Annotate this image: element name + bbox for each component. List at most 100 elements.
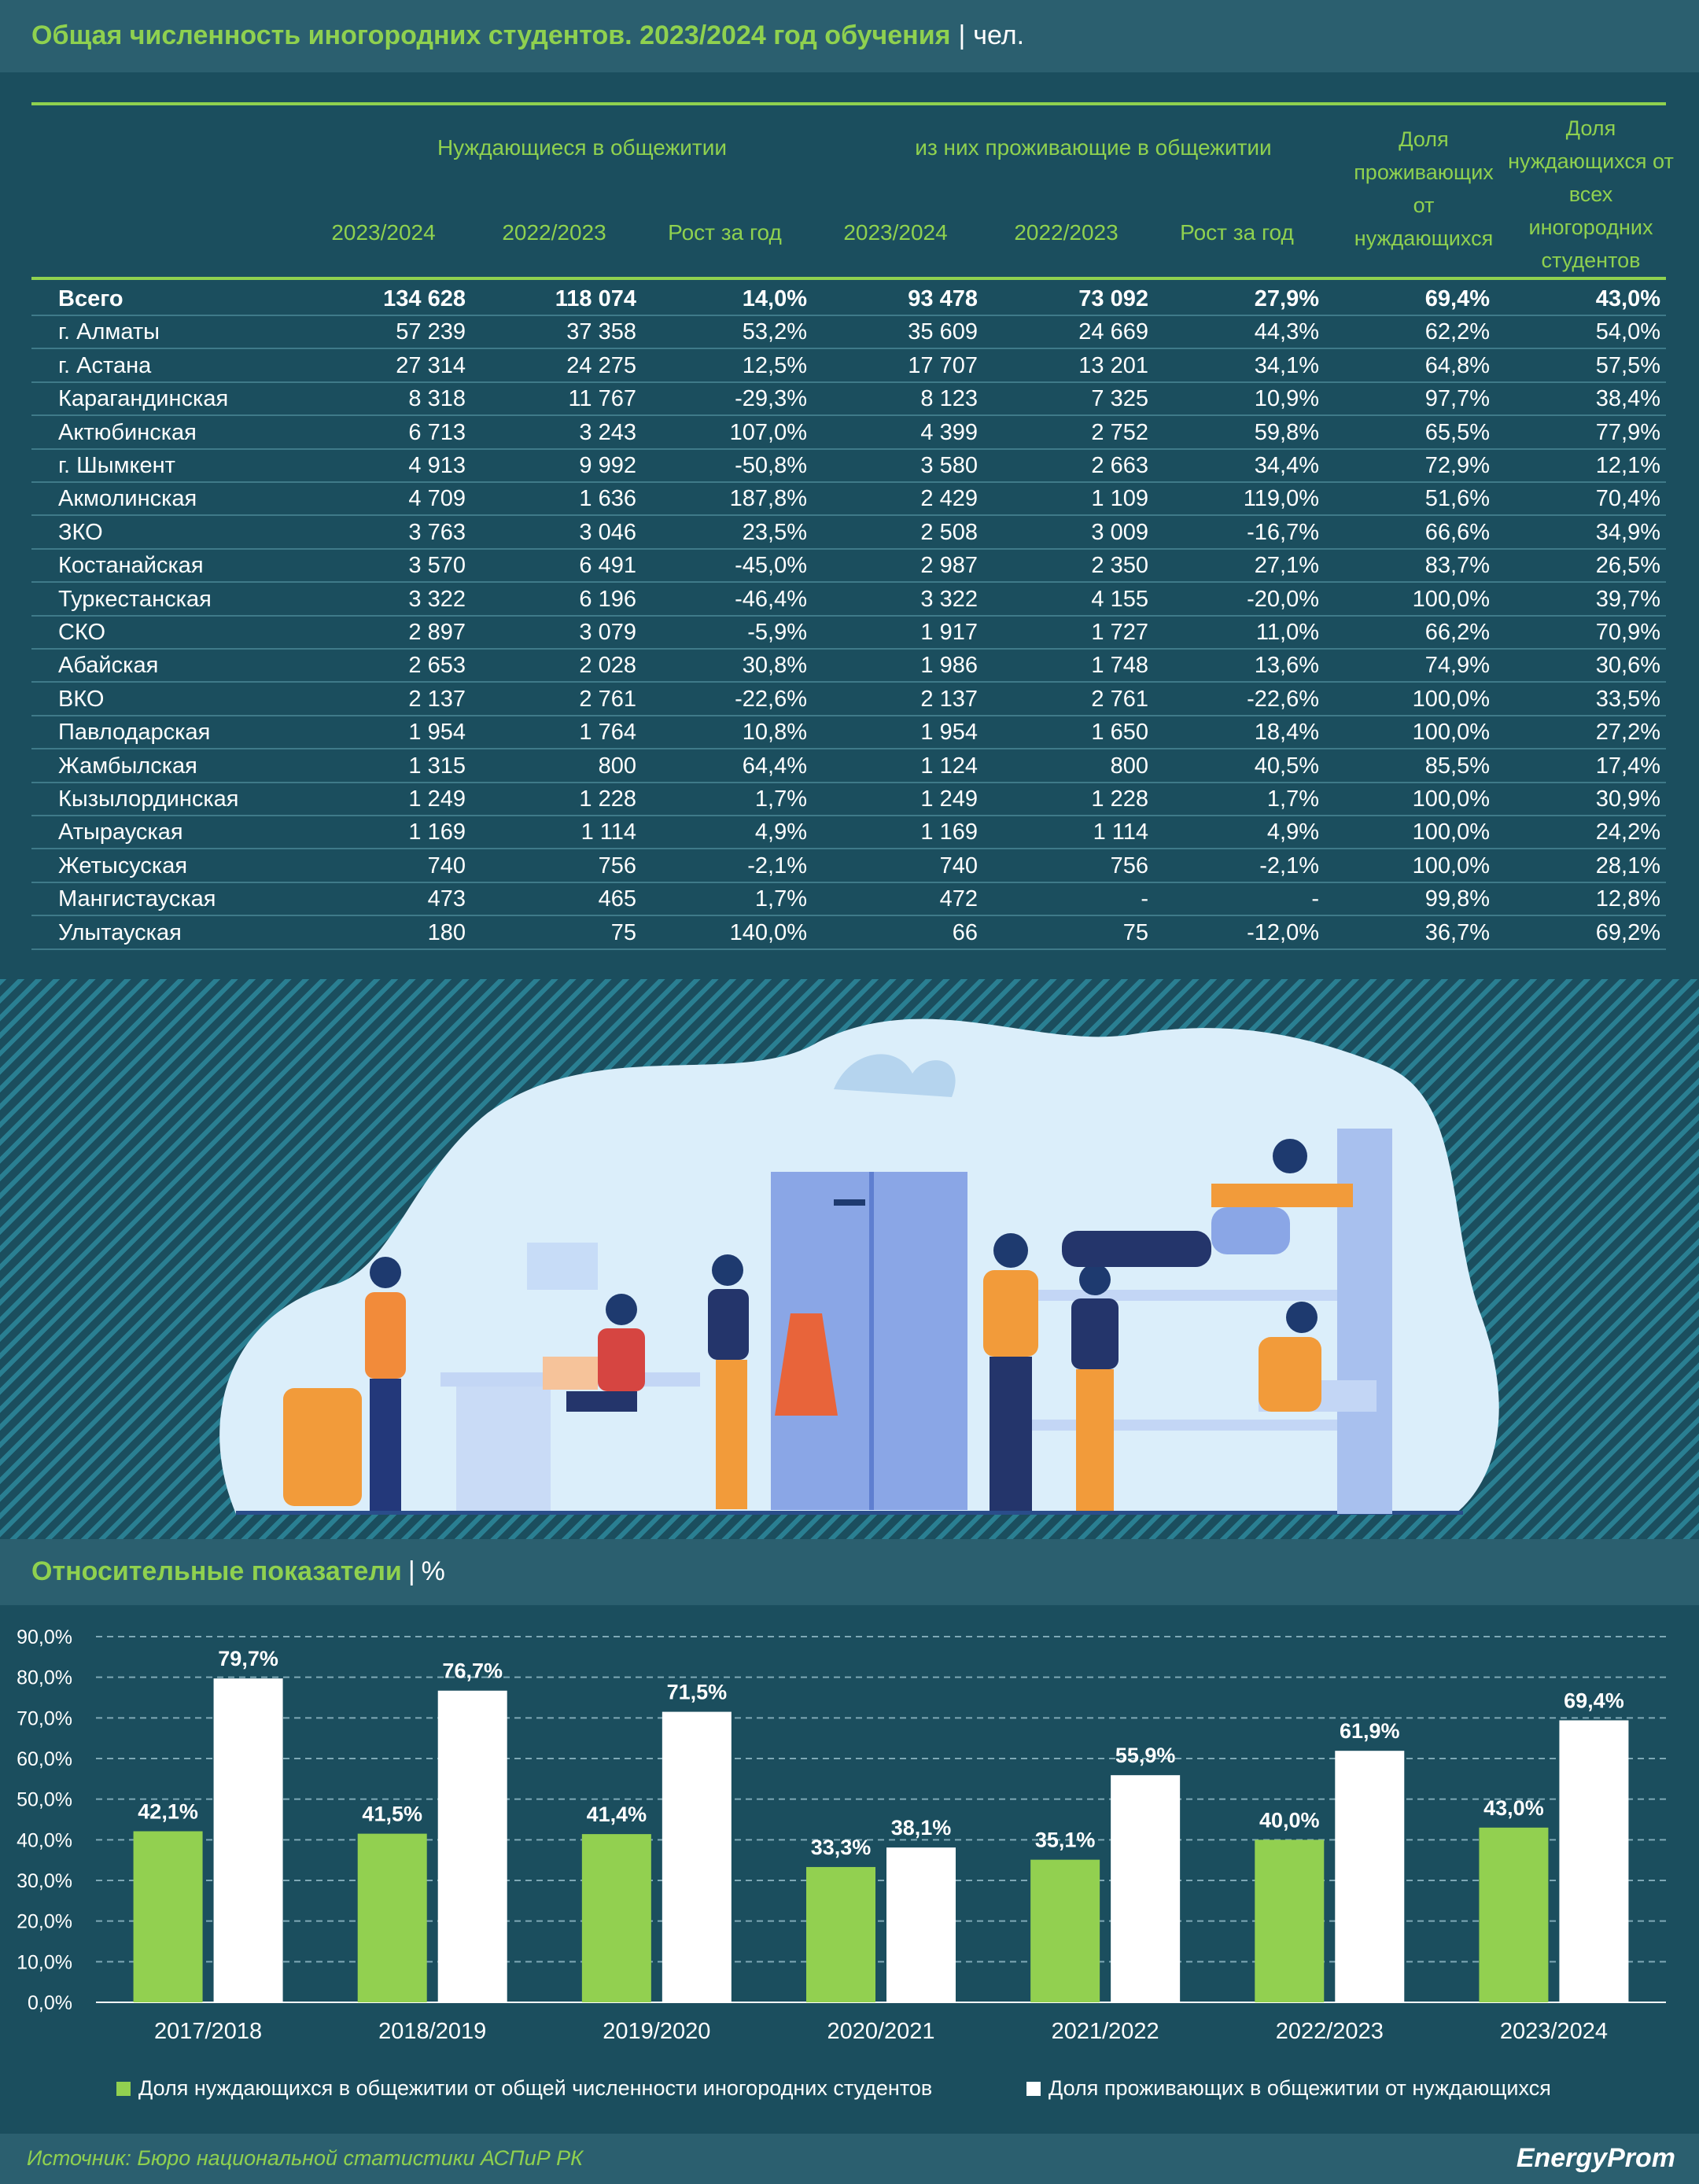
table-cell: 37 358: [566, 319, 636, 345]
region-name: г. Алматы: [58, 319, 160, 345]
table-cell: 187,8%: [729, 486, 807, 512]
header-share-living: Доля проживающих от нуждающихся: [1354, 127, 1494, 250]
subheader-unit: %: [421, 1556, 445, 1586]
source-note: Источник: Бюро национальной статистики А…: [27, 2146, 584, 2170]
table-row: Костанайская 3 570 6 491 -45,0% 2 987 2 350 27…: [31, 548, 1666, 584]
table-cell: 1 764: [579, 720, 636, 746]
table-cell: 4,9%: [754, 819, 807, 845]
table-cell: 75: [1122, 919, 1148, 945]
table-cell: 27,1%: [1254, 553, 1319, 579]
table-cell: 800: [598, 753, 636, 779]
col-header-needing-2022: 2022/2023: [502, 220, 606, 245]
table-cell: 1 228: [579, 786, 636, 812]
legend-item-needing: Доля нуждающихся в общежитии от общей чи…: [116, 2076, 932, 2101]
region-name: Актюбинская: [58, 419, 197, 445]
region-name: Мангистауская: [58, 886, 216, 912]
table-cell: 2 663: [1091, 453, 1148, 478]
relative-indicators-chart: 0,0% 10,0% 20,0% 30,0% 40,0% 50,0% 60,0% 70,0% 8…: [0, 1605, 1699, 2134]
table-cell: 11 767: [568, 386, 636, 412]
table-cell: 12,1%: [1595, 453, 1660, 478]
y-tick-label: 10,0%: [17, 1951, 72, 1973]
legend-label-needing: Доля нуждающихся в общежитии от общей чи…: [138, 2076, 933, 2100]
region-name: ВКО: [58, 686, 105, 712]
pillow-upper: [1211, 1184, 1353, 1207]
table-cell: 69,2%: [1595, 919, 1660, 945]
table-cell: 24,2%: [1595, 819, 1660, 845]
table-cell: 77,9%: [1595, 419, 1660, 445]
table-cell: 2 897: [408, 620, 466, 645]
table-cell: -50,8%: [735, 453, 807, 478]
person-5-legs: [1076, 1369, 1114, 1511]
table-cell: 72,9%: [1424, 453, 1490, 478]
table-cell: -22,6%: [735, 686, 807, 712]
page-title: Общая численность иногородних студентов.…: [31, 20, 1024, 51]
bar-living: [437, 1690, 507, 2002]
region-name: Абайская: [58, 653, 159, 679]
legend-swatch-white: [1026, 2082, 1041, 2096]
table-cell: 1 748: [1091, 653, 1148, 679]
bar-needing: [581, 1834, 651, 2002]
table-cell: 1 917: [920, 620, 978, 645]
table-cell: -2,1%: [747, 853, 807, 878]
table-cell: 34,9%: [1595, 519, 1660, 545]
table-cell: 1 650: [1091, 720, 1148, 746]
laptop-icon: [543, 1357, 598, 1390]
person-2-legs: [566, 1391, 637, 1412]
table-cell: 1 124: [920, 753, 978, 779]
person-6-head: [1273, 1139, 1307, 1173]
table-cell: 1 986: [920, 653, 978, 679]
table-cell: 6 491: [579, 553, 636, 579]
dress-icon: [775, 1313, 838, 1416]
table-cell: 1 169: [920, 819, 978, 845]
region-name: Павлодарская: [58, 720, 211, 746]
table-cell: 180: [427, 919, 466, 945]
table-cell: 472: [939, 886, 978, 912]
table-cell: 53,2%: [742, 319, 807, 345]
person-1-body: [365, 1292, 406, 1379]
table-header-rule: [31, 277, 1666, 280]
region-name: Улытауская: [58, 919, 182, 945]
region-name: ЗКО: [58, 519, 103, 545]
plant-icon: [834, 1054, 956, 1097]
region-name: Карагандинская: [58, 386, 229, 412]
table-cell: 66: [952, 919, 978, 945]
table-cell: 1 636: [579, 486, 636, 512]
table-row: Актюбинская 6 713 3 243 107,0% 4 399 2 752 59,…: [31, 415, 1666, 450]
table-cell: 119,0%: [1243, 486, 1319, 512]
table-cell: 13,6%: [1254, 653, 1319, 679]
table-cell: 1 954: [408, 720, 466, 746]
x-tick-label: 2019/2020: [603, 2019, 710, 2044]
bar-living: [1559, 1720, 1629, 2002]
table-cell: 740: [939, 853, 978, 878]
region-name: г. Шымкент: [58, 453, 175, 478]
table-cell: 62,2%: [1424, 319, 1490, 345]
bar-living: [662, 1711, 732, 2002]
table-cell: 23,5%: [742, 519, 807, 545]
table-cell: 36,7%: [1424, 919, 1490, 945]
person-1-head: [370, 1257, 401, 1288]
table-cell: 17 707: [908, 352, 978, 378]
bar-living: [1335, 1751, 1405, 2002]
table-cell: 12,5%: [742, 352, 807, 378]
table-cell: 14,0%: [742, 286, 807, 311]
bar-living: [1111, 1775, 1181, 2002]
table-cell: 38,4%: [1595, 386, 1660, 412]
table-top-rule: [31, 102, 1666, 105]
table-cell: 2 350: [1091, 553, 1148, 579]
table-cell: 100,0%: [1412, 586, 1490, 612]
table-cell: 35 609: [908, 319, 978, 345]
person-5-head: [1079, 1264, 1111, 1295]
region-name: Костанайская: [58, 553, 204, 579]
table-row: г. Алматы 57 239 37 358 53,2% 35 609 24 669 44…: [31, 315, 1666, 350]
table-cell: 43,0%: [1595, 286, 1660, 311]
legend-label-living: Доля проживающих в общежитии от нуждающи…: [1049, 2076, 1551, 2100]
table-row: Кызылординская 1 249 1 228 1,7% 1 249 1 228 1,…: [31, 782, 1666, 816]
bar-living: [886, 1847, 956, 2002]
table-cell: 756: [598, 853, 636, 878]
table-cell: 74,9%: [1424, 653, 1490, 679]
table-cell: 2 429: [920, 486, 978, 512]
table-cell: -20,0%: [1247, 586, 1319, 612]
table-row: Туркестанская 3 322 6 196 -46,4% 3 322 4 155 -…: [31, 582, 1666, 617]
region-name: Туркестанская: [58, 586, 212, 612]
y-tick-label: 20,0%: [17, 1911, 72, 1933]
